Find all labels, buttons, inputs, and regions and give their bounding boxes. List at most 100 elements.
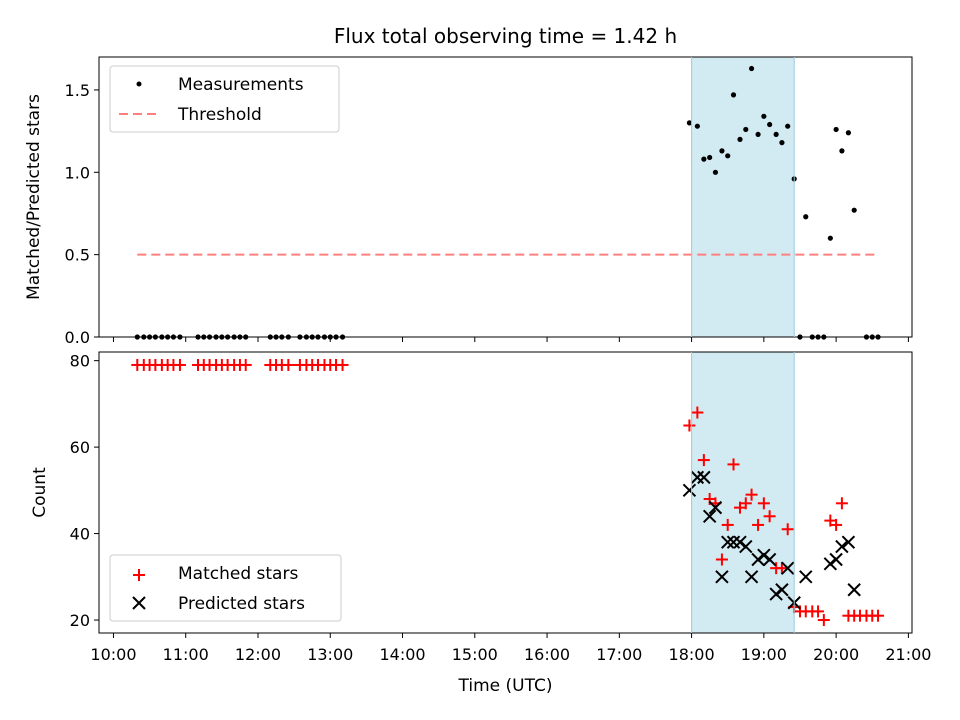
matched-star-point	[830, 518, 843, 531]
matched-star-point	[835, 497, 848, 510]
matched-star-point	[697, 454, 710, 467]
measurement-point	[851, 207, 857, 213]
top-x-ticks	[112, 337, 909, 342]
predicted-star-point	[780, 561, 795, 575]
measurement-point	[773, 131, 779, 138]
legend-matched-marker	[133, 569, 145, 581]
measurement-point	[767, 121, 773, 128]
measurement-point	[755, 131, 761, 138]
predicted-star-point	[715, 570, 729, 584]
predicted-star-point	[726, 535, 741, 549]
top-panel: 0.0 0.5 1.0 1.5 Flux total observing time =…	[24, 24, 913, 347]
measurement-point	[701, 156, 707, 162]
predicted-stars-series	[682, 470, 861, 610]
predicted-star-point	[708, 500, 723, 515]
bottom-ytick-label-2: 60	[70, 438, 90, 457]
bottom-ytick-label-1: 40	[70, 525, 90, 544]
measurement-point	[712, 169, 719, 175]
top-y-axis-label: Matched/Predicted stars	[24, 94, 44, 300]
predicted-star-point	[775, 583, 789, 597]
legend-predicted-marker	[132, 596, 146, 610]
predicted-star-point	[733, 535, 747, 549]
xtick-label-9: 19:00	[741, 645, 787, 664]
top-legend: Measurements Threshold	[109, 65, 340, 133]
predicted-star-point	[757, 548, 771, 562]
measurement-point	[761, 113, 767, 119]
matched-star-point	[752, 518, 765, 531]
matched-star-point	[745, 488, 758, 501]
xtick-label-4: 14:00	[379, 645, 425, 664]
bottom-x-ticks: 10:00 11:00 12:00 13:00 14:00 15:00 16:00 17:00…	[90, 633, 931, 664]
measurement-point	[839, 148, 845, 154]
top-ytick-label-1: 0.5	[65, 246, 90, 265]
matched-star-point	[683, 419, 696, 432]
xtick-label-5: 15:00	[452, 645, 498, 664]
measurement-point	[730, 92, 737, 98]
predicted-star-point	[829, 552, 843, 567]
matched-star-point	[739, 497, 752, 510]
measurement-point	[845, 130, 852, 136]
top-shaded-interval	[691, 57, 795, 337]
xtick-label-2: 12:00	[235, 645, 281, 664]
measurement-point	[725, 153, 731, 159]
bottom-legend-box	[109, 554, 342, 622]
measurement-point	[779, 140, 785, 146]
matched-star-point	[727, 458, 740, 471]
matched-star-point	[239, 358, 252, 371]
top-ytick-label-2: 1.0	[65, 163, 90, 182]
matched-star-point	[715, 553, 728, 566]
xtick-label-8: 18:00	[669, 645, 715, 664]
measurement-point	[694, 123, 700, 129]
top-plot-frame	[98, 56, 913, 338]
predicted-star-point	[702, 509, 717, 523]
matched-star-point	[775, 562, 788, 575]
matched-star-point	[282, 358, 295, 371]
legend-threshold-label: Threshold	[177, 105, 262, 125]
bottom-ytick-label-0: 20	[70, 611, 90, 630]
top-legend-box	[109, 65, 340, 133]
top-ytick-label-3: 1.5	[65, 81, 90, 100]
matched-star-point	[781, 523, 794, 536]
legend-measurements-marker	[136, 81, 142, 87]
matched-star-point	[817, 614, 830, 627]
measurement-point	[748, 65, 755, 72]
xtick-label-10: 20:00	[813, 645, 859, 664]
bottom-ytick-label-3: 80	[70, 352, 90, 371]
matched-star-point	[763, 510, 776, 523]
top-ytick-label-0: 0.0	[65, 328, 90, 347]
predicted-star-point	[847, 583, 861, 597]
predicted-star-point	[744, 570, 759, 584]
xtick-label-3: 13:00	[307, 645, 353, 664]
measurement-point	[827, 235, 833, 241]
xtick-label-1: 11:00	[163, 645, 209, 664]
measurement-point	[803, 214, 809, 220]
predicted-star-point	[799, 570, 813, 584]
predicted-star-point	[751, 552, 765, 567]
measurement-point	[707, 154, 713, 161]
top-y-ticks: 0.0 0.5 1.0 1.5	[65, 81, 99, 347]
matched-star-point	[173, 358, 186, 371]
chart-title: Flux total observing time = 1.42 h	[334, 24, 677, 48]
bottom-plot-frame	[98, 351, 913, 634]
legend-matched-label: Matched stars	[178, 564, 298, 584]
matched-star-point	[812, 605, 825, 618]
bottom-y-axis-label: Count	[30, 467, 50, 518]
xtick-label-0: 10:00	[90, 645, 136, 664]
legend-measurements-label: Measurements	[178, 75, 304, 95]
x-axis-label: Time (UTC)	[458, 676, 553, 696]
bottom-legend: Matched stars Predicted stars	[109, 554, 342, 622]
matched-star-point	[757, 497, 770, 510]
xtick-label-6: 16:00	[524, 645, 570, 664]
matched-star-point	[336, 358, 349, 371]
predicted-star-point	[690, 470, 705, 485]
matched-star-point	[721, 518, 734, 531]
legend-predicted-label: Predicted stars	[178, 594, 305, 614]
xtick-label-11: 21:00	[885, 645, 931, 664]
bottom-y-ticks: 20 40 60 80	[70, 352, 99, 630]
xtick-label-7: 17:00	[596, 645, 642, 664]
measurement-point	[719, 148, 725, 154]
measurement-point	[785, 123, 791, 129]
predicted-star-point	[721, 535, 735, 549]
